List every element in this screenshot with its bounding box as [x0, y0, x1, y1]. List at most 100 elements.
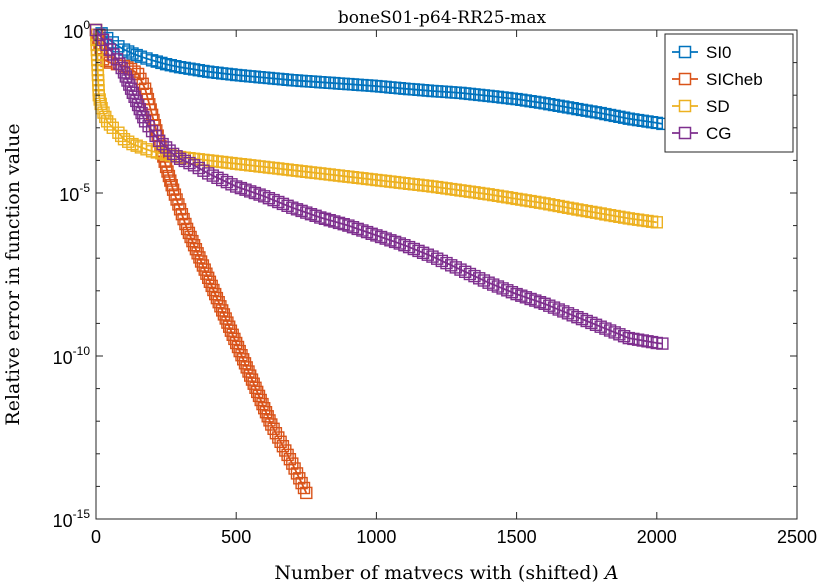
series-marker: [97, 106, 110, 119]
x-axis-label-math: A: [603, 562, 619, 584]
series-marker: [496, 282, 509, 295]
series-marker: [356, 224, 369, 237]
series-marker: [323, 213, 336, 227]
y-tick-label: 10-10: [53, 344, 91, 368]
series-marker: [198, 263, 211, 276]
series-marker: [445, 259, 458, 272]
series-marker: [219, 312, 232, 325]
series-marker: [641, 335, 654, 348]
series-marker: [608, 109, 621, 123]
series-marker: [557, 100, 570, 113]
series-marker: [130, 139, 143, 152]
series-marker: [332, 216, 346, 230]
series-marker: [228, 332, 241, 346]
y-tick-label: 10-5: [59, 181, 90, 205]
series-marker: [580, 104, 593, 117]
series-marker: [183, 62, 196, 75]
series-marker: [524, 194, 537, 208]
series-marker: [510, 287, 523, 301]
series-marker: [113, 57, 126, 70]
series-marker: [435, 254, 448, 268]
series-marker: [194, 255, 208, 268]
series-marker: [561, 307, 575, 320]
series-marker: [178, 154, 192, 168]
series-marker: [240, 361, 253, 374]
series-marker: [538, 297, 551, 310]
series-marker: [119, 70, 133, 83]
series-marker: [627, 332, 640, 346]
series-marker: [169, 60, 182, 73]
series-marker: [552, 303, 565, 316]
y-tick-label-base: 10: [53, 511, 73, 531]
series-marker: [126, 47, 139, 60]
series-marker: [263, 414, 276, 427]
series-marker: [613, 110, 626, 124]
series-marker: [547, 301, 561, 314]
series-marker: [192, 63, 206, 77]
series-marker: [622, 112, 635, 125]
series-marker: [594, 320, 607, 333]
series-marker: [412, 244, 425, 258]
series-marker: [187, 238, 201, 252]
series-marker: [314, 211, 327, 224]
series-marker: [580, 204, 593, 218]
series-marker: [346, 220, 360, 234]
series-marker: [337, 217, 350, 231]
series-marker: [208, 287, 222, 301]
series-marker: [650, 216, 663, 229]
series-marker: [533, 96, 547, 109]
series-marker: [217, 308, 231, 321]
series-marker: [585, 316, 598, 330]
series-marker: [622, 331, 635, 345]
series-marker: [543, 97, 556, 111]
series-marker: [571, 102, 584, 116]
series-marker: [547, 98, 561, 112]
x-tick-label: 1500: [497, 527, 537, 547]
series-marker: [130, 48, 143, 62]
x-axis-label: Number of matvecs with (shifted) A: [274, 562, 618, 584]
series-marker: [115, 61, 128, 75]
series-marker: [212, 296, 225, 309]
series-marker: [210, 291, 224, 305]
series-marker: [318, 212, 332, 226]
series-marker: [159, 141, 173, 154]
series-marker: [239, 183, 252, 196]
series-marker: [589, 106, 603, 119]
series-marker: [309, 209, 322, 223]
series-marker: [178, 61, 192, 75]
series-marker: [211, 171, 224, 185]
series-marker: [505, 191, 519, 205]
series-marker: [225, 178, 238, 191]
series-marker: [94, 97, 107, 111]
series-marker: [552, 99, 565, 113]
series-marker: [145, 54, 159, 67]
series-marker: [173, 61, 187, 74]
series-marker: [505, 286, 519, 299]
series-marker: [258, 190, 271, 203]
legend: SI0 SICheb SD CG: [664, 33, 794, 153]
series-marker: [226, 328, 239, 341]
y-tick-label-exponent: -10: [73, 344, 91, 358]
series-cg: [89, 23, 669, 350]
series-marker: [594, 207, 607, 220]
series-marker: [152, 134, 166, 148]
series-marker: [196, 259, 210, 272]
series-marker: [128, 90, 141, 104]
series-marker: [365, 227, 378, 241]
legend-marker: [678, 72, 692, 86]
series-marker: [150, 55, 164, 68]
series-marker: [279, 444, 292, 457]
series-marker: [234, 181, 248, 195]
series-marker: [468, 269, 481, 283]
series-marker: [121, 135, 135, 148]
series-marker: [162, 169, 176, 183]
series-marker: [491, 280, 505, 293]
series-marker: [267, 422, 280, 435]
series-line: [95, 29, 663, 125]
series-marker: [529, 195, 542, 209]
series-marker: [398, 238, 411, 252]
series-marker: [575, 204, 589, 217]
series-marker: [519, 194, 533, 207]
series-marker: [121, 74, 134, 87]
x-axis-label-text: Number of matvecs with (shifted): [274, 562, 605, 584]
